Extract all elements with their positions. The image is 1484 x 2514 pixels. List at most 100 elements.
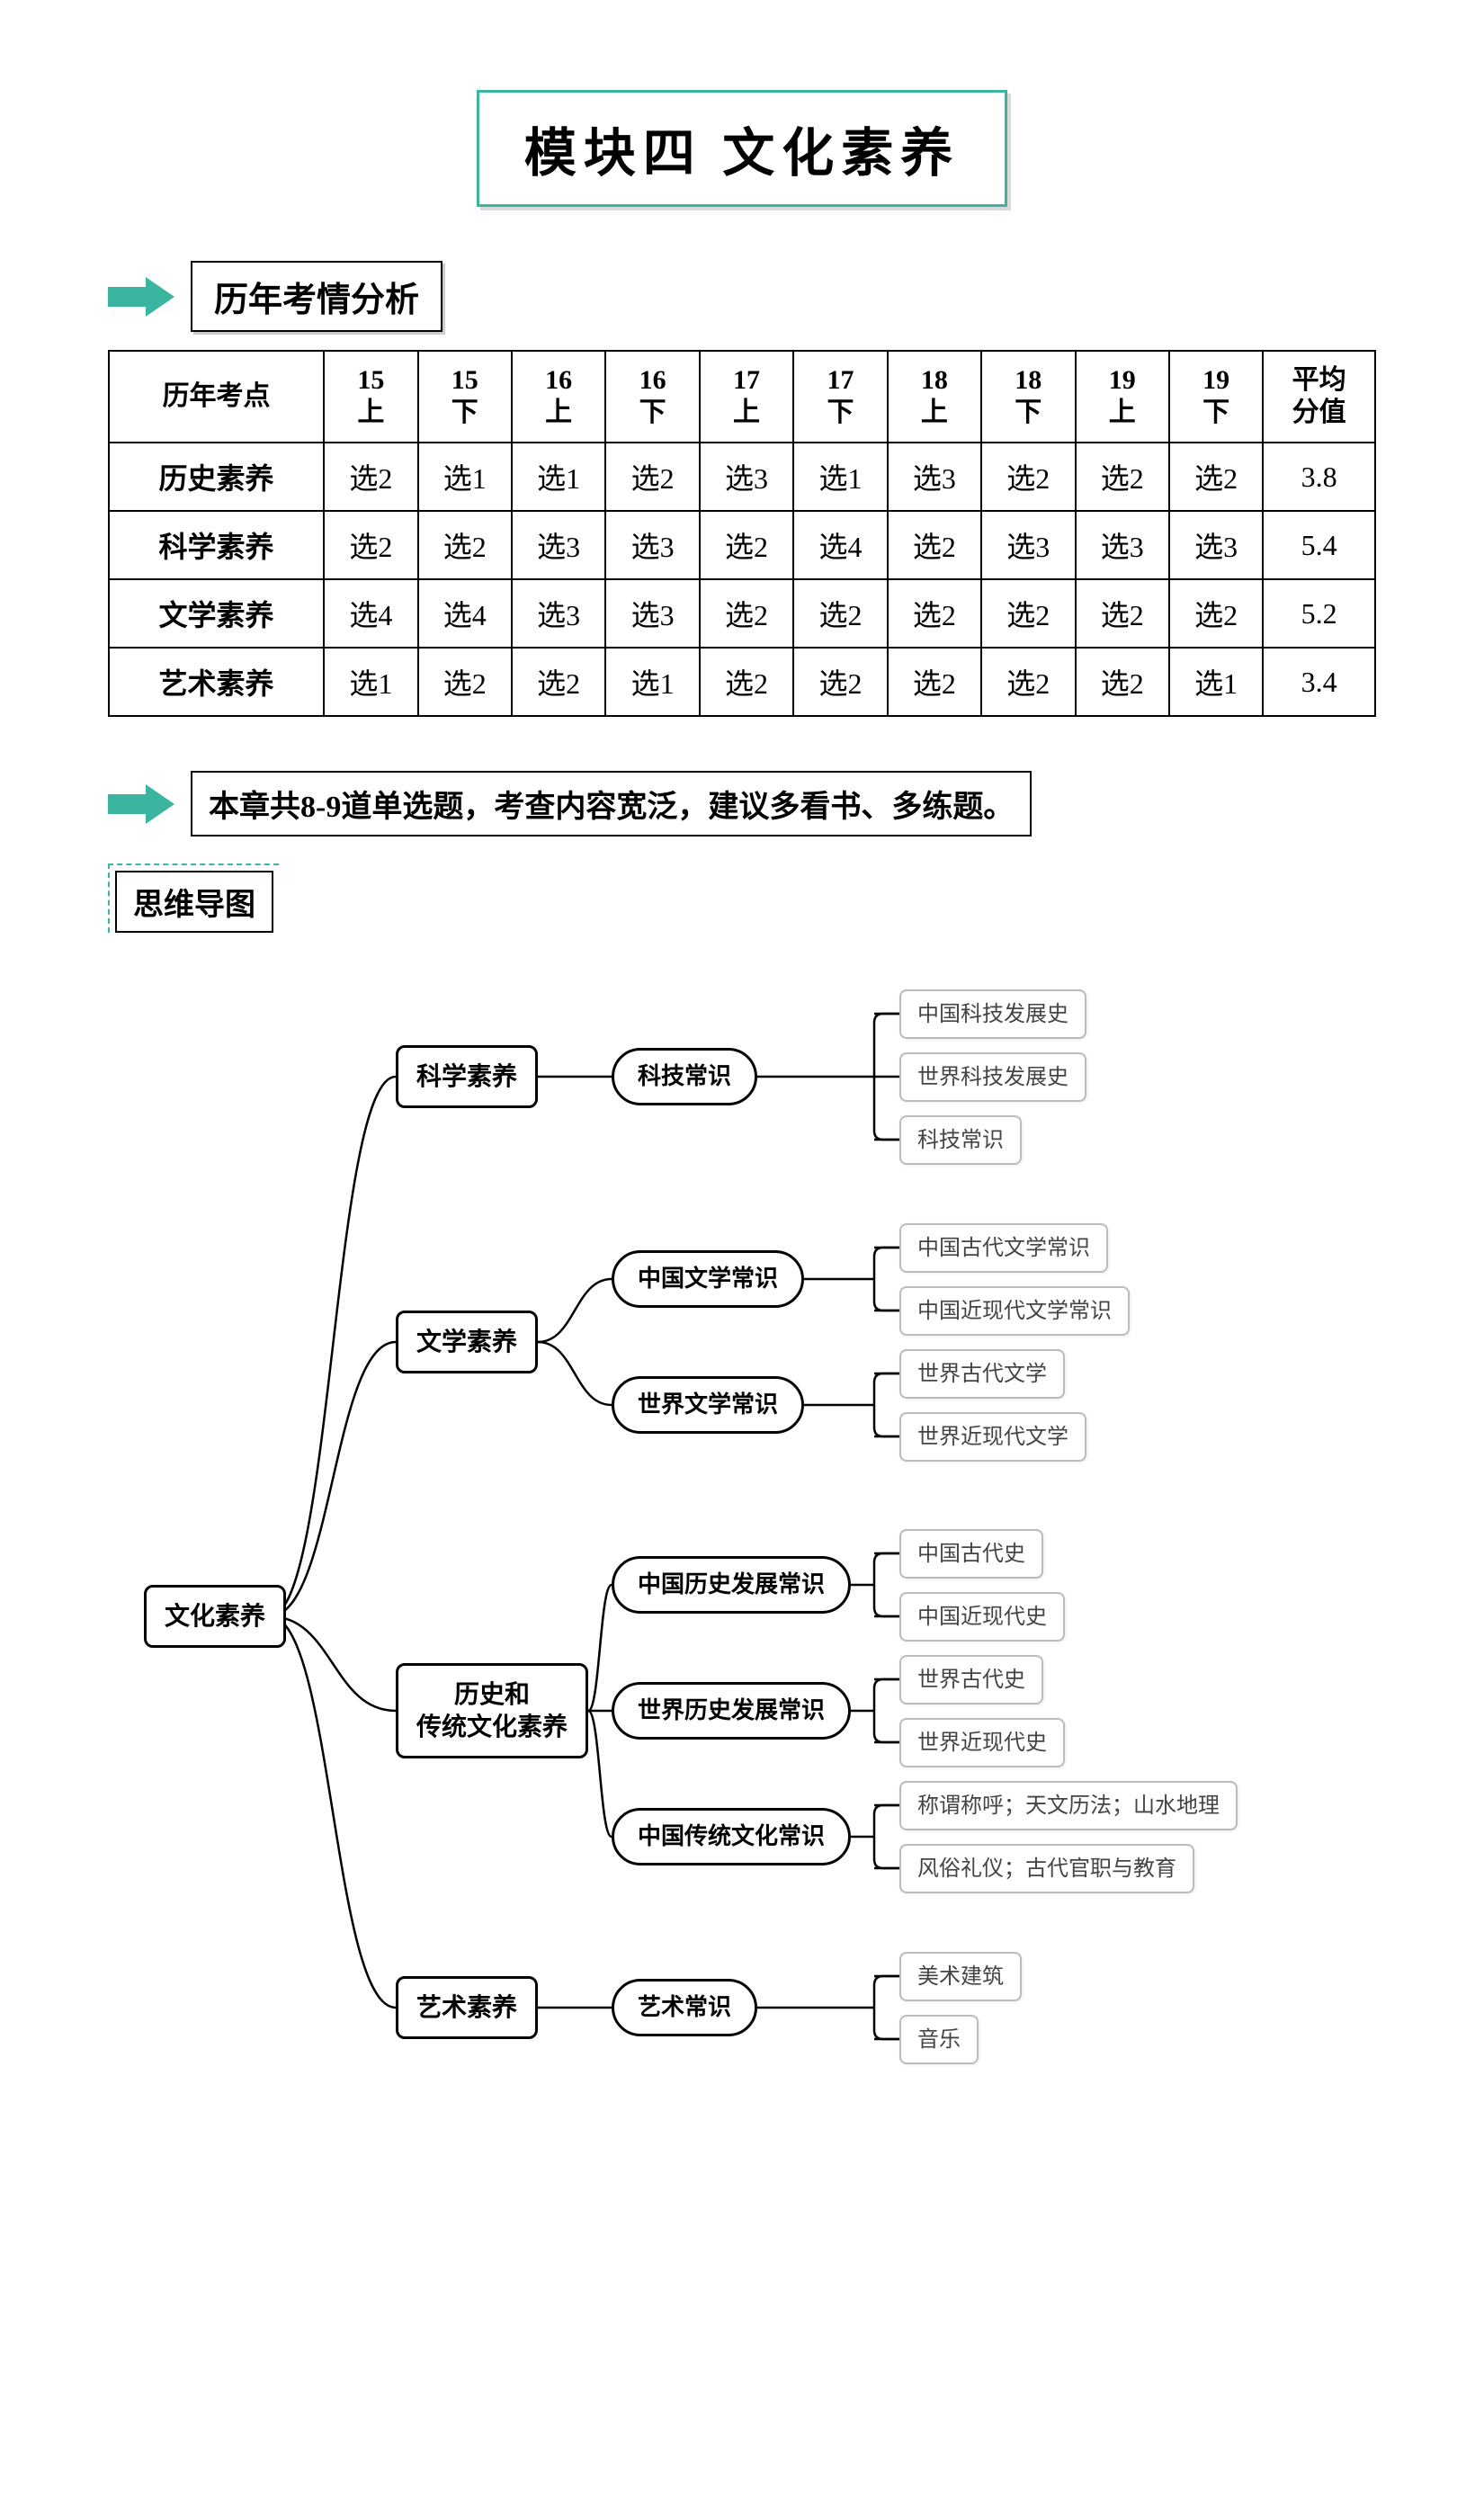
table-col-header: 16上: [512, 351, 605, 443]
table-row-label: 科学素养: [109, 511, 324, 579]
table-col-header: 15上: [324, 351, 417, 443]
table-row: 艺术素养选1选2选2选1选2选2选2选2选2选13.4: [109, 648, 1375, 716]
mindmap-leaf: 科技常识: [899, 1115, 1022, 1165]
table-cell: 选2: [981, 443, 1075, 511]
table-avg-cell: 3.8: [1263, 443, 1375, 511]
table-col-header: 16下: [605, 351, 699, 443]
mindmap-sub: 科技常识: [612, 1048, 757, 1105]
table-cell: 选1: [324, 648, 417, 716]
table-cell: 选2: [1169, 579, 1263, 648]
table-col-header: 15下: [418, 351, 512, 443]
table-cell: 选2: [700, 648, 793, 716]
chapter-note: 本章共8-9道单选题，考查内容宽泛，建议多看书、多练题。: [191, 771, 1032, 837]
table-cell: 选1: [512, 443, 605, 511]
table-col-header: 19下: [1169, 351, 1263, 443]
mindmap-sub: 世界历史发展常识: [612, 1682, 851, 1740]
mindmap-sub: 中国传统文化常识: [612, 1808, 851, 1865]
mindmap-canvas: 文化素养科学素养科技常识文学素养中国文学常识世界文学常识历史和传统文化素养中国历…: [108, 951, 1376, 2372]
table-cell: 选2: [888, 511, 981, 579]
mindmap-label: 思维导图: [115, 871, 273, 933]
mindmap-leaf: 美术建筑: [899, 1952, 1022, 2001]
table-avg-header: 平均分值: [1263, 351, 1375, 443]
table-col-header: 19上: [1076, 351, 1169, 443]
mindmap-branch: 历史和传统文化素养: [396, 1663, 588, 1759]
table-cell: 选3: [605, 511, 699, 579]
table-cell: 选1: [605, 648, 699, 716]
mindmap-leaf: 世界古代史: [899, 1655, 1043, 1704]
mindmap-leaf: 中国古代史: [899, 1529, 1043, 1579]
section-exam-header: 历年考情分析: [108, 261, 1376, 332]
arrow-icon: [108, 784, 180, 824]
table-cell: 选2: [981, 579, 1075, 648]
mindmap-leaf: 中国近现代史: [899, 1592, 1065, 1642]
table-col-header: 18上: [888, 351, 981, 443]
table-cell: 选2: [418, 648, 512, 716]
table-cell: 选2: [700, 579, 793, 648]
mindmap-leaf: 音乐: [899, 2015, 979, 2064]
exam-analysis-table: 历年考点15上15下16上16下17上17下18上18下19上19下平均分值 历…: [108, 350, 1376, 717]
table-row-label: 艺术素养: [109, 648, 324, 716]
section-exam-label: 历年考情分析: [191, 261, 443, 332]
table-cell: 选4: [324, 579, 417, 648]
table-cell: 选1: [1169, 648, 1263, 716]
table-cell: 选3: [981, 511, 1075, 579]
mindmap-sub: 世界文学常识: [612, 1376, 804, 1434]
mindmap-root: 文化素养: [144, 1585, 286, 1648]
table-cell: 选2: [888, 648, 981, 716]
table-cell: 选3: [700, 443, 793, 511]
mindmap-connectors: [108, 951, 1376, 2372]
table-cell: 选2: [512, 648, 605, 716]
table-cell: 选1: [793, 443, 887, 511]
table-cell: 选2: [1076, 648, 1169, 716]
mindmap-leaf: 中国古代文学常识: [899, 1223, 1108, 1273]
mindmap-leaf: 世界近现代文学: [899, 1412, 1086, 1462]
table-col-header: 18下: [981, 351, 1075, 443]
table-cell: 选2: [888, 579, 981, 648]
table-row: 科学素养选2选2选3选3选2选4选2选3选3选35.4: [109, 511, 1375, 579]
chapter-note-row: 本章共8-9道单选题，考查内容宽泛，建议多看书、多练题。: [108, 771, 1376, 837]
table-avg-cell: 3.4: [1263, 648, 1375, 716]
mindmap-branch: 科学素养: [396, 1045, 538, 1108]
mindmap-branch: 文学素养: [396, 1311, 538, 1373]
table-avg-cell: 5.4: [1263, 511, 1375, 579]
table-cell: 选4: [793, 511, 887, 579]
mindmap-branch: 艺术素养: [396, 1976, 538, 2039]
table-cell: 选2: [418, 511, 512, 579]
table-cell: 选2: [981, 648, 1075, 716]
table-cell: 选1: [418, 443, 512, 511]
mindmap-leaf: 世界科技发展史: [899, 1052, 1086, 1102]
mindmap-label-wrap: 思维导图: [108, 863, 279, 933]
table-col-header: 17下: [793, 351, 887, 443]
mindmap-sub: 中国文学常识: [612, 1250, 804, 1308]
table-cell: 选4: [418, 579, 512, 648]
table-cell: 选2: [324, 511, 417, 579]
table-cell: 选2: [1076, 443, 1169, 511]
mindmap-sub: 中国历史发展常识: [612, 1556, 851, 1614]
table-row-label: 历史素养: [109, 443, 324, 511]
arrow-icon: [108, 277, 180, 317]
table-avg-cell: 5.2: [1263, 579, 1375, 648]
table-cell: 选3: [1076, 511, 1169, 579]
table-cell: 选3: [512, 579, 605, 648]
table-corner: 历年考点: [109, 351, 324, 443]
table-row-label: 文学素养: [109, 579, 324, 648]
table-cell: 选2: [1076, 579, 1169, 648]
table-row: 历史素养选2选1选1选2选3选1选3选2选2选23.8: [109, 443, 1375, 511]
table-cell: 选3: [1169, 511, 1263, 579]
mindmap-leaf: 称谓称呼；天文历法；山水地理: [899, 1781, 1238, 1830]
mindmap-leaf: 世界近现代史: [899, 1718, 1065, 1767]
page-title: 模块四 文化素养: [524, 111, 961, 186]
table-cell: 选2: [605, 443, 699, 511]
table-cell: 选2: [324, 443, 417, 511]
mindmap-leaf: 风俗礼仪；古代官职与教育: [899, 1844, 1194, 1893]
table-cell: 选3: [605, 579, 699, 648]
table-cell: 选3: [512, 511, 605, 579]
table-cell: 选2: [793, 579, 887, 648]
table-col-header: 17上: [700, 351, 793, 443]
mindmap-leaf: 世界古代文学: [899, 1349, 1065, 1399]
page-title-box: 模块四 文化素养: [477, 90, 1008, 207]
table-cell: 选2: [700, 511, 793, 579]
mindmap-leaf: 中国近现代文学常识: [899, 1286, 1130, 1336]
table-cell: 选2: [1169, 443, 1263, 511]
table-row: 文学素养选4选4选3选3选2选2选2选2选2选25.2: [109, 579, 1375, 648]
